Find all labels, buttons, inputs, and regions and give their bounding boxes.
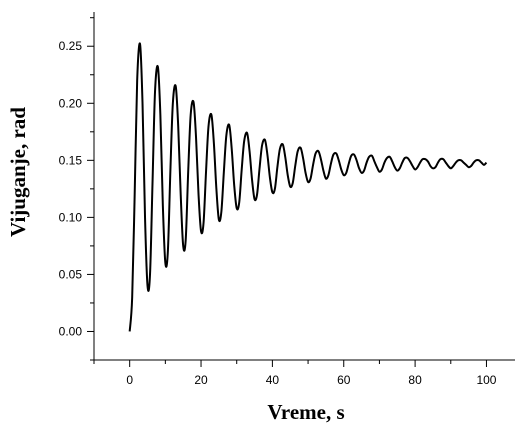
x-tick-label: 80	[408, 373, 422, 387]
y-tick-label: 0.00	[59, 324, 83, 338]
axes	[93, 12, 515, 361]
y-tick-label: 0.05	[59, 267, 83, 281]
x-tick-label: 60	[337, 373, 351, 387]
series-line-0	[128, 42, 488, 332]
y-tick-label: 0.20	[59, 96, 83, 110]
series-group	[128, 42, 488, 332]
y-tick-label: 0.25	[59, 39, 83, 53]
x-tick-label: 100	[476, 373, 496, 387]
x-tick-label: 40	[266, 373, 280, 387]
y-axis-title: Vijuganje, rad	[6, 107, 30, 237]
x-tick-label: 0	[126, 373, 133, 387]
x-axis-ticks: 0 20 40 60 80 100	[93, 360, 497, 387]
y-tick-label: 0.10	[59, 210, 83, 224]
x-axis-title: Vreme, s	[267, 400, 344, 423]
x-tick-label: 20	[194, 373, 208, 387]
y-axis-ticks: 0.00 0.05 0.10 0.15 0.20 0.25	[59, 17, 94, 361]
y-tick-label: 0.15	[59, 153, 83, 167]
